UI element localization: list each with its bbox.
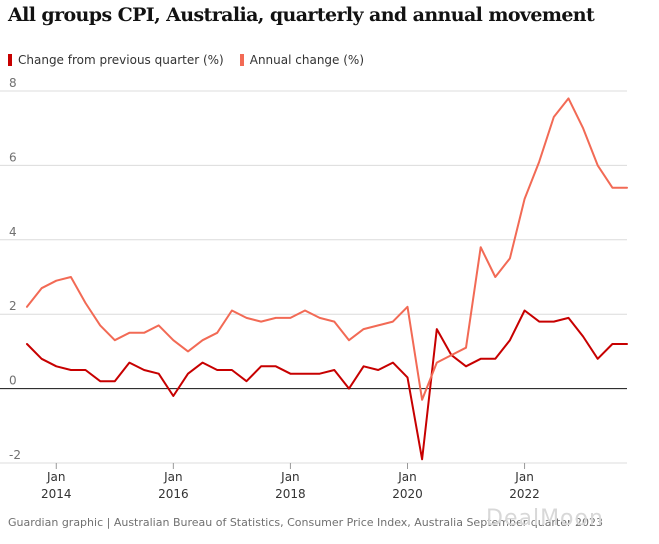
x-tick-label-month: Jan — [163, 470, 183, 484]
x-tick-label-year: 2020 — [392, 487, 423, 501]
x-tick-label-year: 2018 — [275, 487, 306, 501]
x-tick-label-month: Jan — [46, 470, 66, 484]
y-tick-label: 4 — [9, 225, 17, 239]
watermark: DealMoon — [486, 506, 604, 531]
x-tick-label-year: 2022 — [509, 487, 540, 501]
y-tick-label: 6 — [9, 150, 17, 164]
y-tick-label: 8 — [9, 76, 17, 90]
line-chart: 8 6 4 2 0 -2 Jan 2014 Jan 2016 Jan 2018 Jan 2020 Jan 20… — [0, 0, 659, 510]
x-tick-label-month: Jan — [280, 470, 300, 484]
series-line-quarterly — [27, 311, 627, 460]
y-tick-label: 2 — [9, 299, 17, 313]
x-tick-label-month: Jan — [397, 470, 417, 484]
series-line-annual — [27, 98, 627, 399]
x-tick-label-month: Jan — [514, 470, 534, 484]
x-tick-label-year: 2016 — [158, 487, 189, 501]
x-tick-label-year: 2014 — [41, 487, 72, 501]
y-tick-label: 0 — [9, 374, 17, 388]
y-tick-label: -2 — [9, 448, 21, 462]
